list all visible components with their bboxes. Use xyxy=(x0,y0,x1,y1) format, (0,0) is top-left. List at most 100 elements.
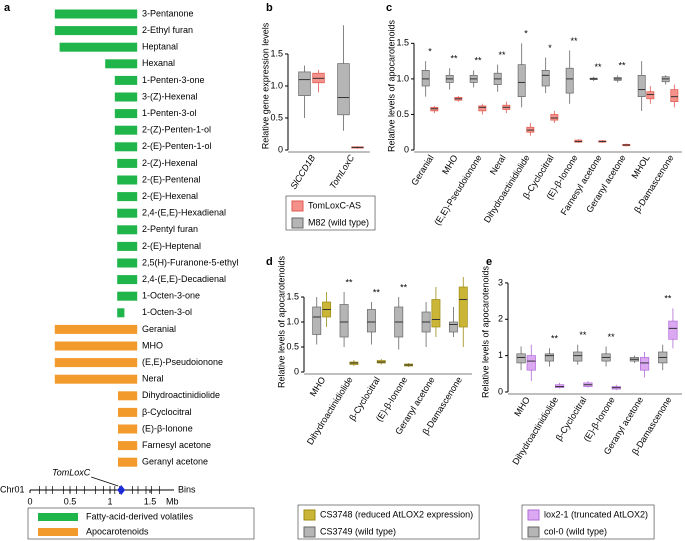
annotation: TomLoxC xyxy=(52,467,91,477)
bar-label: 2-Ethyl furan xyxy=(142,25,193,35)
legend-swatch xyxy=(291,200,304,212)
range-bar xyxy=(114,125,138,135)
range-bar xyxy=(54,374,138,384)
x-tick-label: 0.5 xyxy=(64,496,77,506)
range-bar xyxy=(54,9,138,19)
y-tick-label: 0.5 xyxy=(396,109,409,119)
significance: ** xyxy=(373,287,381,297)
bar-label: 2-(E)-Pentenal xyxy=(142,174,201,184)
x-tick-label: 1.5 xyxy=(144,496,157,506)
box xyxy=(448,321,458,333)
bar-label: (E)-β-Ionone xyxy=(142,423,193,433)
y-tick-label: 1.0 xyxy=(286,316,299,326)
bar-label: Dihydroactinidiolide xyxy=(142,390,220,400)
legend-swatch xyxy=(291,217,304,229)
significance: ** xyxy=(551,334,559,344)
range-bar xyxy=(54,358,138,368)
x-tick-label: MHO xyxy=(440,153,460,176)
range-bar xyxy=(118,424,138,434)
panel-label: b xyxy=(266,2,273,14)
box xyxy=(337,63,350,116)
box xyxy=(431,299,441,328)
bar-label: 3-Pentanone xyxy=(142,8,194,18)
bar-label: Heptanal xyxy=(142,42,178,52)
x-tick-label: SlCCD1B xyxy=(288,153,317,191)
y-axis-label: Relative gene expression levels xyxy=(260,22,270,149)
range-bar xyxy=(117,192,138,202)
bins-label: Bins xyxy=(178,484,196,494)
bar-label: MHO xyxy=(142,340,163,350)
bar-label: 2-(Z)-Hexenal xyxy=(142,158,198,168)
bar-label: Neral xyxy=(142,374,164,384)
box xyxy=(670,89,679,102)
x-axis-label: Mb xyxy=(166,496,179,506)
y-tick-label: 1.5 xyxy=(270,48,283,58)
panel-label: d xyxy=(266,256,273,268)
y-tick-label: 1.0 xyxy=(396,73,409,83)
y-tick-label: 0 xyxy=(498,386,503,396)
significance: * xyxy=(428,46,432,56)
range-bar xyxy=(54,26,138,36)
range-bar xyxy=(117,258,138,268)
bar-label: Geranial xyxy=(142,324,176,334)
y-tick-label: 1.5 xyxy=(286,291,299,301)
significance: ** xyxy=(608,332,616,342)
box xyxy=(639,357,650,371)
bar-label: 3-(Z)-Hexenal xyxy=(142,91,198,101)
significance: * xyxy=(548,43,552,53)
bar-label: 2-(E)-Hexenal xyxy=(142,191,198,201)
bar-label: 2,4-(E,E)-Hexadienal xyxy=(142,208,226,218)
box xyxy=(565,67,574,94)
significance: ** xyxy=(345,277,353,287)
bar-label: Farnesyl acetone xyxy=(142,440,211,450)
box xyxy=(339,304,349,338)
significance: * xyxy=(524,29,528,39)
legend-label: lox2-1 (truncated AtLOX2) xyxy=(544,509,648,519)
significance: ** xyxy=(618,61,626,71)
y-axis-label: Relative levels of apocarotenoids xyxy=(386,19,396,152)
x-tick-label: 0 xyxy=(27,496,32,506)
bar-label: 1-Penten-3-one xyxy=(142,75,205,85)
range-bar xyxy=(118,457,138,467)
bar-label: 1-Octen-3-ol xyxy=(142,307,192,317)
panel-label: a xyxy=(4,2,11,14)
x-tick-label: TomLoxC xyxy=(327,153,356,191)
box xyxy=(573,351,583,362)
bar-label: 2-(E)-Penten-1-ol xyxy=(142,141,212,151)
box xyxy=(668,320,678,340)
range-bar xyxy=(117,158,138,168)
range-bar xyxy=(117,175,138,185)
legend-label: col-0 (wild type) xyxy=(544,526,607,536)
y-tick-label: 0 xyxy=(278,144,283,154)
x-tick-label: MHO xyxy=(308,375,328,398)
range-bar xyxy=(117,275,138,285)
box xyxy=(516,353,526,364)
box xyxy=(298,71,311,96)
range-bar xyxy=(118,391,138,401)
legend-swatch xyxy=(527,526,540,538)
bar-label: 2-(Z)-Penten-1-ol xyxy=(142,125,211,135)
significance: ** xyxy=(570,36,578,46)
bar-label: 2,5(H)-Furanone-5-ethyl xyxy=(142,257,239,267)
box xyxy=(478,105,487,112)
box xyxy=(646,91,655,100)
y-tick-label: 1.5 xyxy=(396,38,409,48)
legend-label: Fatty-acid-derived volatiles xyxy=(86,511,194,521)
bar-label: 1-Octen-3-one xyxy=(142,291,200,301)
legend-swatch xyxy=(38,513,78,521)
box xyxy=(541,70,550,87)
box xyxy=(637,74,646,98)
annotation-arrow xyxy=(91,476,119,487)
y-tick-label: 1.0 xyxy=(270,80,283,90)
box xyxy=(544,353,555,362)
legend-frame xyxy=(285,195,376,231)
legend-swatch xyxy=(303,526,316,538)
box xyxy=(458,286,468,328)
axis-name: Chr01 xyxy=(0,484,25,494)
legend-swatch xyxy=(303,509,316,521)
range-bar xyxy=(114,109,138,119)
legend-label: CS3748 (reduced AtLOX2 expression) xyxy=(320,509,473,519)
y-tick-label: 0.5 xyxy=(286,341,299,351)
range-bar xyxy=(117,308,125,318)
significance: ** xyxy=(664,294,672,304)
